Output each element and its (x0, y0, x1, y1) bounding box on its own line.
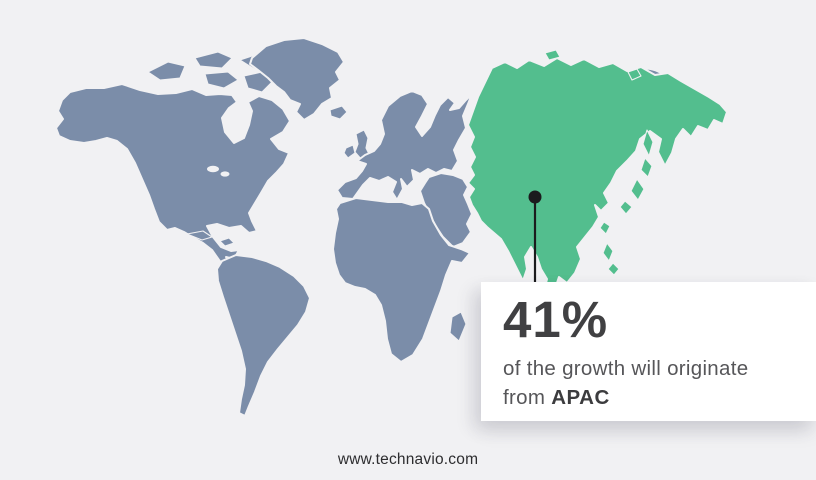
landmass-greenland (249, 37, 345, 121)
arctic-islands (147, 61, 186, 81)
landmass-sakhalin (642, 129, 654, 157)
landmass-philippines (602, 242, 614, 262)
arctic-islets (627, 68, 642, 81)
landmass-asia (467, 57, 728, 300)
landmass-south-america (216, 254, 311, 417)
landmass-philippines (607, 262, 620, 276)
apac-marker (528, 190, 542, 283)
landmass-madagascar (449, 311, 467, 342)
arctic-islands (194, 51, 233, 69)
landmass-europe (336, 90, 473, 201)
landmass-africa (332, 197, 471, 363)
arctic-islets (544, 49, 561, 61)
landmass-japan (630, 178, 645, 201)
website-url: www.technavio.com (337, 451, 479, 468)
great-lakes-2 (220, 171, 230, 177)
region-other-continents (55, 37, 665, 417)
callout-line1: of the growth will originate (503, 357, 749, 380)
landmass-iceland (329, 105, 348, 120)
landmass-ireland (343, 144, 356, 159)
callout-description: of the growth will originate from APAC (503, 354, 806, 413)
landmass-north-america (55, 83, 291, 276)
region-apac (467, 49, 728, 312)
caribbean-islands (186, 230, 213, 241)
arctic-islands (243, 71, 273, 93)
landmass-japan (619, 200, 633, 215)
great-lakes (207, 165, 219, 173)
arctic-islands (204, 71, 239, 89)
callout-region-name: APAC (551, 386, 610, 410)
callout-line2-prefix: from (503, 386, 552, 410)
callout-card: 41% of the growth will originate from AP… (481, 282, 816, 421)
callout-value: 41% (503, 291, 609, 348)
landmass-japan (640, 157, 653, 178)
marker-dot (528, 190, 542, 204)
landmass-middle-east (419, 172, 473, 248)
landmass-taiwan (599, 221, 611, 235)
caribbean-islands (219, 237, 235, 247)
